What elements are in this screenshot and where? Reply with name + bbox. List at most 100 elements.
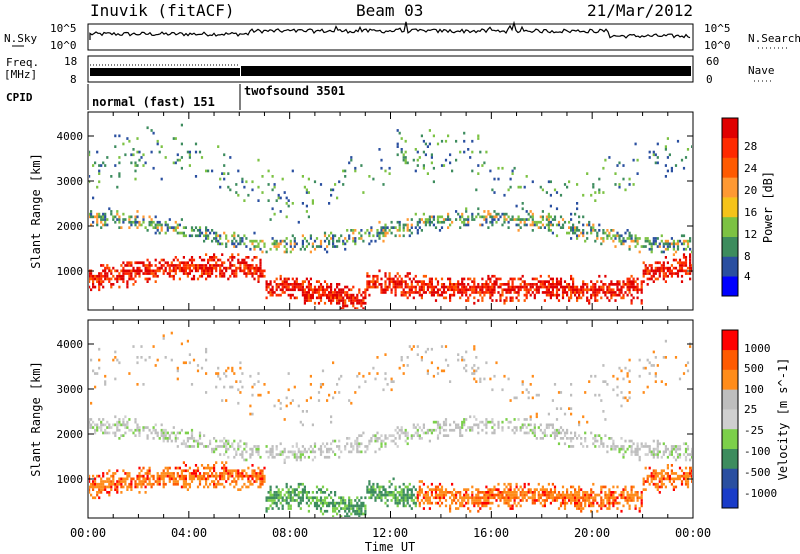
echo-cell xyxy=(505,283,508,286)
echo-cell xyxy=(368,285,371,289)
echo-cell xyxy=(608,499,611,502)
echo-cell xyxy=(128,269,131,273)
echo-cell xyxy=(305,501,308,505)
echo-cell xyxy=(196,466,200,470)
echo-cell xyxy=(227,185,230,189)
echo-cell xyxy=(235,469,238,473)
echo-cell xyxy=(104,480,107,483)
echo-cell xyxy=(257,185,260,189)
echo-cell xyxy=(624,439,627,443)
echo-cell xyxy=(614,299,617,302)
echo-cell xyxy=(138,434,141,437)
echo-cell xyxy=(241,469,244,473)
echo-cell xyxy=(277,285,280,289)
echo-cell xyxy=(547,280,550,283)
echo-cell xyxy=(666,472,669,475)
echo-cell xyxy=(410,437,413,440)
echo-cell xyxy=(132,148,135,151)
echo-cell xyxy=(628,234,631,238)
echo-cell xyxy=(241,477,244,481)
echo-cell xyxy=(553,218,557,221)
echo-cell xyxy=(130,428,133,432)
echo-cell xyxy=(416,345,419,348)
echo-cell xyxy=(682,234,686,238)
echo-cell xyxy=(271,453,274,456)
echo-cell xyxy=(142,153,145,157)
echo-cell xyxy=(471,288,474,292)
echo-cell xyxy=(658,269,661,273)
echo-cell xyxy=(269,288,272,292)
echo-cell xyxy=(598,288,601,292)
echo-cell xyxy=(400,137,403,140)
echo-cell xyxy=(513,488,516,491)
echo-cell xyxy=(624,496,627,500)
echo-cell xyxy=(604,434,607,437)
echo-cell xyxy=(164,474,167,478)
echo-cell xyxy=(176,472,179,475)
echo-cell xyxy=(457,353,460,356)
echo-cell xyxy=(541,285,544,289)
echo-cell xyxy=(233,269,236,273)
echo-cell xyxy=(519,226,522,229)
echo-cell xyxy=(120,477,123,481)
echo-cell xyxy=(154,215,157,219)
echo-cell xyxy=(315,504,319,508)
echo-cell xyxy=(89,180,91,184)
echo-cell xyxy=(261,175,264,178)
echo-cell xyxy=(616,293,619,297)
echo-cell xyxy=(309,496,312,500)
echo-cell xyxy=(406,442,409,446)
echo-cell xyxy=(332,501,335,505)
echo-cell xyxy=(354,499,357,502)
echo-cell xyxy=(489,212,492,216)
echo-cell xyxy=(624,485,627,489)
echo-cell xyxy=(600,242,603,246)
echo-cell xyxy=(414,285,417,289)
echo-cell xyxy=(301,450,304,454)
echo-cell xyxy=(535,488,538,491)
echo-cell xyxy=(420,293,423,297)
echo-cell xyxy=(156,431,159,435)
echo-cell xyxy=(495,215,498,219)
echo-cell xyxy=(545,191,548,194)
echo-cell xyxy=(551,482,554,486)
echo-cell xyxy=(277,245,280,248)
echo-cell xyxy=(529,415,532,419)
echo-cell xyxy=(128,418,131,421)
echo-cell xyxy=(174,482,177,486)
echo-cell xyxy=(420,428,423,432)
echo-cell xyxy=(453,499,456,502)
echo-cell xyxy=(106,266,109,270)
echo-cell xyxy=(293,488,296,491)
echo-cell xyxy=(420,499,423,502)
echo-cell xyxy=(543,491,546,494)
echo-cell xyxy=(203,477,206,481)
echo-cell xyxy=(340,501,343,505)
echo-cell xyxy=(523,293,526,297)
echo-cell xyxy=(174,161,177,165)
echo-cell xyxy=(233,439,236,443)
echo-cell xyxy=(511,491,514,494)
echo-cell xyxy=(515,496,518,500)
echo-cell xyxy=(134,428,137,432)
echo-cell xyxy=(574,285,577,289)
echo-cell xyxy=(610,296,613,300)
echo-cell xyxy=(465,369,468,373)
echo-cell xyxy=(469,496,472,500)
echo-cell xyxy=(334,501,337,505)
echo-cell xyxy=(519,428,522,432)
echo-cell xyxy=(188,437,191,440)
echo-cell xyxy=(323,239,327,243)
echo-cell xyxy=(666,245,669,248)
echo-cell xyxy=(146,469,149,473)
echo-cell xyxy=(106,272,109,275)
echo-cell xyxy=(245,442,248,446)
echo-cell xyxy=(668,477,671,481)
echo-cell xyxy=(511,283,514,286)
echo-cell xyxy=(527,291,530,294)
echo-cell xyxy=(489,293,492,297)
echo-cell xyxy=(680,280,684,283)
echo-cell xyxy=(378,485,381,489)
echo-cell xyxy=(471,366,474,370)
echo-cell xyxy=(237,469,240,473)
